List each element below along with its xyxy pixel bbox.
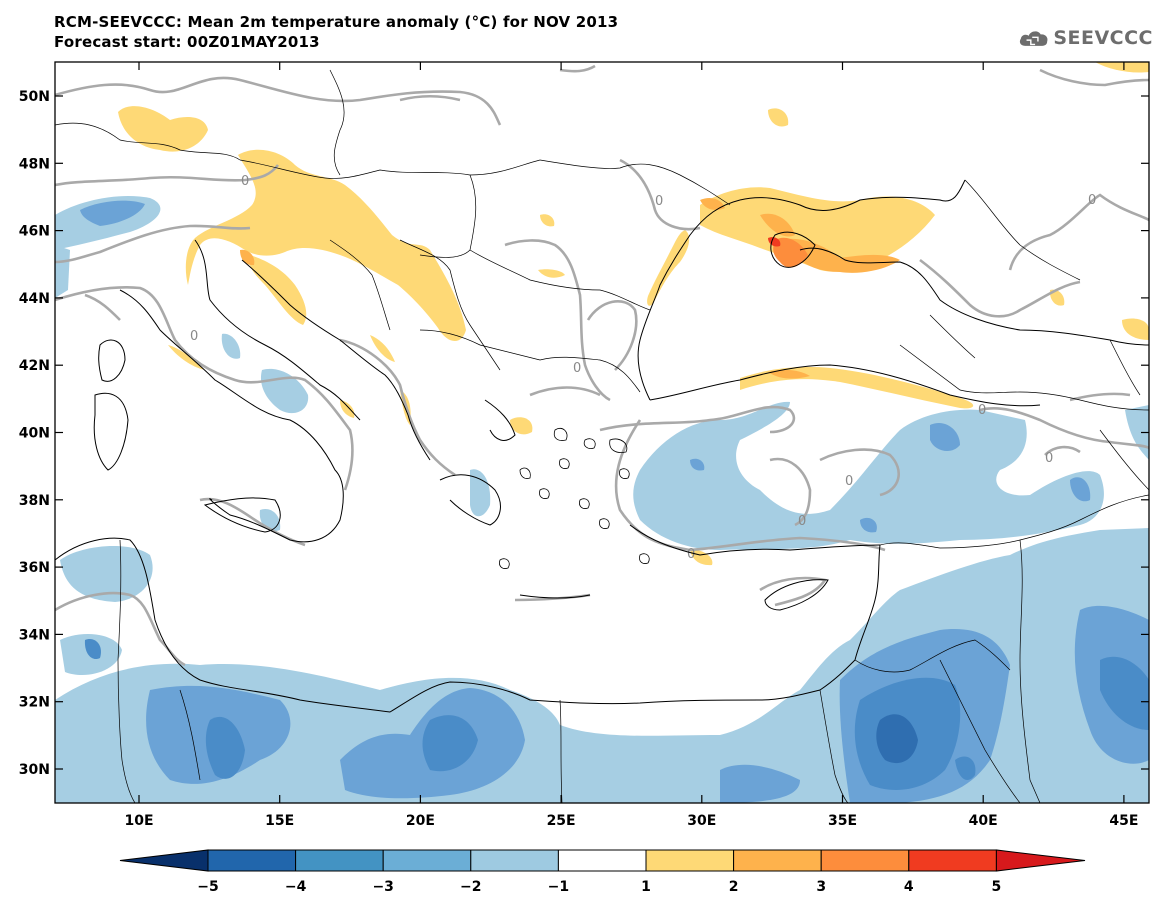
- lon-label: 30E: [687, 813, 716, 829]
- colorbar-tick-label: −3: [372, 879, 393, 895]
- colorbar-segment: [733, 849, 822, 872]
- map-title: RCM-SEEVCCC: Mean 2m temperature anomaly…: [54, 12, 618, 52]
- colorbar-tick-label: −4: [285, 879, 307, 895]
- title-line-1: RCM-SEEVCCC: Mean 2m temperature anomaly…: [54, 13, 619, 31]
- longitude-axis: 10E 15E 20E 25E 30E 35E 40E 45E: [124, 62, 1138, 829]
- colorbar-segment: [645, 849, 735, 872]
- lat-label: 46N: [19, 224, 50, 240]
- latitude-axis: 50N 48N 46N 44N 42N 40N 38N 36N 34N 32N 30N: [19, 89, 1149, 778]
- lat-label: 34N: [19, 627, 50, 643]
- warm-anomaly-regions-3: [773, 237, 808, 268]
- aegean-islands: [499, 427, 650, 569]
- svg-text:0: 0: [845, 474, 853, 489]
- svg-text:0: 0: [1045, 451, 1053, 466]
- colorbar-segment: [382, 849, 472, 872]
- colorbar: −5 −4 −3 −2 −1 1 2 3 4 5: [119, 849, 1086, 895]
- svg-text:0: 0: [573, 361, 581, 376]
- lon-label: 25E: [547, 813, 576, 829]
- lat-label: 50N: [19, 89, 50, 105]
- svg-text:0: 0: [798, 514, 806, 529]
- colorbar-tick-label: −1: [548, 879, 569, 895]
- colorbar-segment: [470, 849, 559, 872]
- warm-anomaly-regions-2: [240, 197, 900, 379]
- shading-layer: 0 0 0 0 0 0 0 0 0 0: [55, 62, 1149, 803]
- lon-label: 15E: [265, 813, 294, 829]
- colorbar-tick-label: 1: [641, 879, 651, 895]
- svg-text:0: 0: [655, 194, 663, 209]
- colorbar-tick-label: 4: [904, 879, 914, 895]
- colorbar-tick-label: 3: [816, 879, 826, 895]
- colorbar-min-arrow: [119, 849, 209, 872]
- colorbar-segment: [557, 849, 647, 872]
- contour-labels: 0 0 0 0 0 0 0 0 0 0: [190, 174, 1096, 562]
- colorbar-max-arrow: [995, 849, 1086, 872]
- colorbar-tick-label: 2: [729, 879, 739, 895]
- zero-contours: [55, 64, 1149, 667]
- svg-text:0: 0: [1088, 193, 1096, 208]
- svg-text:0: 0: [241, 174, 249, 189]
- lat-label: 30N: [19, 762, 50, 778]
- logo-text: SEEVCCC: [1053, 27, 1153, 49]
- colorbar-tick-label: −2: [460, 879, 481, 895]
- seevccc-logo: SEEVCCC: [1018, 22, 1153, 54]
- cloud-icon: [1019, 31, 1048, 46]
- lon-label: 35E: [828, 813, 857, 829]
- lon-label: 40E: [969, 813, 998, 829]
- lat-label: 40N: [19, 426, 50, 442]
- colorbar-segment: [295, 849, 384, 872]
- lat-label: 42N: [19, 358, 50, 374]
- lon-label: 10E: [124, 813, 153, 829]
- colorbar-tick-label: −5: [197, 879, 218, 895]
- lat-label: 44N: [19, 291, 50, 307]
- lat-label: 36N: [19, 560, 50, 576]
- lat-label: 38N: [19, 493, 50, 509]
- svg-text:0: 0: [978, 403, 986, 418]
- lat-label: 32N: [19, 695, 50, 711]
- colorbar-tick-label: 5: [992, 879, 1002, 895]
- warm-anomaly-regions: [118, 62, 1149, 566]
- lon-label: 20E: [406, 813, 435, 829]
- lon-label: 45E: [1109, 813, 1138, 829]
- coastlines: [55, 179, 1149, 713]
- title-line-2: Forecast start: 00Z01MAY2013: [54, 33, 320, 51]
- cold-anomaly-regions-4: [876, 714, 918, 764]
- svg-text:0: 0: [687, 547, 695, 562]
- country-borders: [55, 69, 1149, 803]
- colorbar-segment: [207, 849, 297, 872]
- svg-text:0: 0: [190, 329, 198, 344]
- lat-label: 48N: [19, 156, 50, 172]
- colorbar-segment: [908, 849, 997, 872]
- colorbar-segment: [820, 849, 910, 872]
